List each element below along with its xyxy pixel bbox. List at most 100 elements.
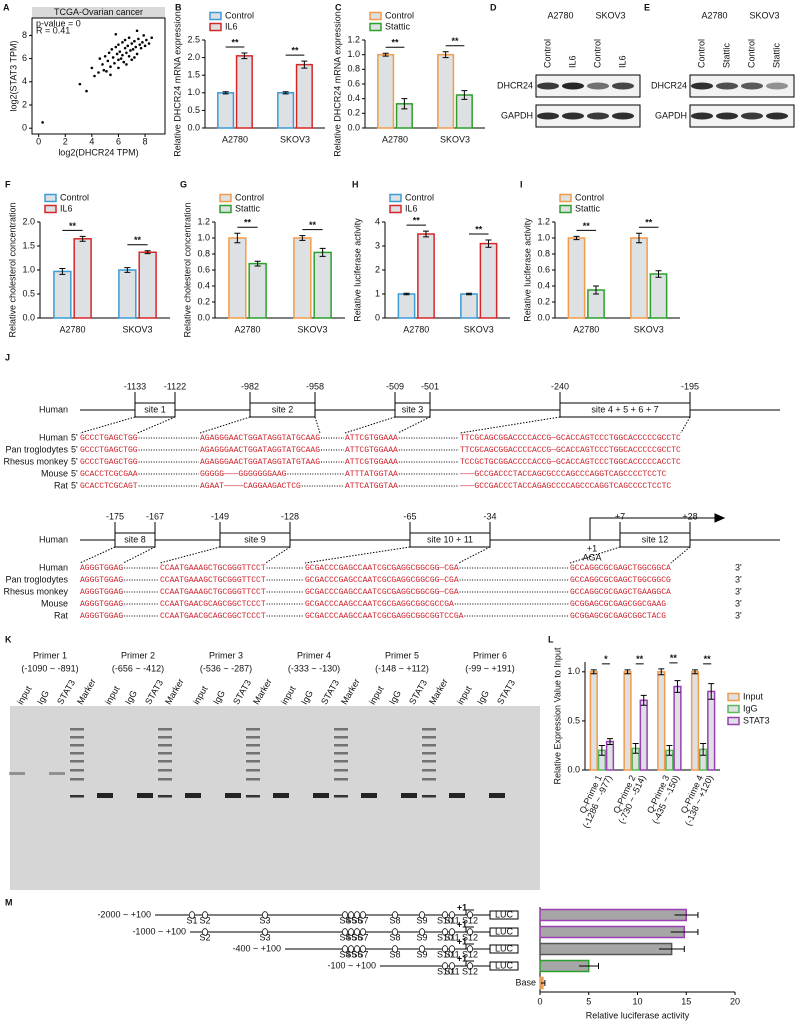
primer-name: Primer 5	[385, 650, 419, 660]
significance-label: **	[231, 37, 239, 47]
band	[313, 793, 329, 798]
error-bar	[593, 285, 599, 295]
y-tick-label: 0.0	[187, 122, 200, 132]
gene-label: Human	[39, 404, 68, 414]
site-box	[559, 402, 691, 418]
y-tick-label: 0.0	[567, 764, 580, 774]
lane-label: input	[15, 684, 34, 706]
site-label: S10	[437, 932, 453, 942]
arrow-head	[714, 513, 726, 523]
bar	[228, 237, 247, 319]
connector	[79, 546, 116, 564]
y-tick-label: 2.0	[22, 216, 35, 226]
lane-label: input	[367, 684, 386, 706]
legend-label: Control	[385, 10, 414, 20]
significance-label: **	[134, 235, 142, 245]
bar	[313, 251, 332, 319]
y-tick-label: 1.2	[197, 216, 210, 226]
x-tick-label: 8	[143, 136, 148, 146]
error-bar	[423, 230, 429, 238]
sequence: TCCGCTGCGGACCCCACCG—GCACCAGTCCCTGGCACCCC…	[460, 458, 681, 467]
site-box	[249, 402, 316, 418]
panel-label: K	[5, 634, 12, 644]
point	[121, 53, 124, 57]
legend-label: Control	[225, 10, 254, 20]
site-marker	[449, 928, 455, 936]
x-tick-label: 20	[730, 996, 740, 1006]
x-tick-label: A2780	[234, 324, 260, 334]
site-label: S6	[351, 932, 362, 942]
ladder-band	[246, 736, 260, 739]
coord-label: +28	[682, 511, 697, 521]
ladder-band	[158, 778, 172, 781]
site-label: S7	[357, 932, 368, 942]
legend-label: STAT3	[743, 715, 770, 725]
sequence: ATTCGTGGAAA	[345, 446, 398, 455]
y-tick-label: 0.2	[197, 296, 210, 306]
coord-label: -982	[241, 381, 259, 391]
category-label: -100 ~ +100	[327, 960, 376, 970]
sequence: GCCCTGAGCTGG	[80, 446, 138, 455]
band	[537, 82, 559, 90]
lane-label: IL6	[617, 55, 627, 68]
site-label: site 10 + 11	[427, 534, 473, 544]
site-label: S8	[389, 932, 400, 942]
lane-label: Marker	[251, 677, 274, 706]
bar	[437, 53, 455, 129]
site-marker	[442, 945, 448, 953]
legend-swatch	[369, 22, 382, 32]
panel-label: M	[5, 897, 13, 907]
lane-label: IgG	[211, 689, 227, 707]
tss-arrow	[589, 517, 715, 540]
primer-range: (-536 ~ -287)	[200, 663, 252, 673]
site-label: S12	[462, 915, 478, 925]
significance-label: *	[604, 654, 608, 664]
site-label: S9	[416, 932, 427, 942]
band	[587, 82, 609, 90]
point	[113, 61, 116, 65]
ladder-band	[246, 760, 260, 763]
site-label: S8	[389, 915, 400, 925]
significance-label: **	[670, 653, 678, 663]
bar	[217, 92, 235, 129]
y-tick-label: 1.0	[567, 666, 580, 676]
error-bar	[624, 669, 631, 675]
point	[138, 43, 142, 46]
lane-label: Marker	[339, 677, 362, 706]
sequence: GCGACCCAAGCCAATCGCGAGGCGGCGGTCCGA	[305, 612, 464, 621]
lane-label: input	[455, 684, 474, 706]
band	[716, 82, 738, 90]
point	[117, 66, 120, 70]
sequence: AGGGTGGAG	[80, 588, 123, 597]
panel-label: C	[335, 2, 342, 12]
point	[141, 41, 144, 44]
site-label: site 3	[402, 404, 424, 414]
significance-label: **	[69, 221, 77, 231]
sequence: ATTCGTGGAAA	[345, 458, 398, 467]
band	[612, 82, 634, 90]
band	[562, 82, 584, 90]
y-tick-label: 1.0	[197, 232, 210, 242]
error-bar	[658, 668, 665, 676]
x-tick-label: 4	[89, 136, 94, 146]
site-label: S12	[462, 949, 478, 959]
coord-label: -149	[211, 511, 229, 521]
y-tick-label: 0.0	[22, 312, 35, 322]
error-bar	[590, 669, 597, 675]
primer-range: (-99 ~ +191)	[465, 663, 515, 673]
site-box	[619, 532, 691, 548]
band	[612, 112, 634, 120]
sequence: AGGGTGGAG	[80, 600, 123, 609]
point	[135, 29, 139, 33]
bar	[377, 53, 395, 129]
protein-label: GAPDH	[655, 110, 687, 120]
x-tick-label: 0	[36, 136, 41, 146]
annotation: p-value = 0	[36, 18, 81, 28]
site-label: S11	[444, 932, 459, 942]
reporter-label: LUC	[495, 926, 514, 936]
ladder-band	[422, 795, 436, 798]
connector	[459, 416, 561, 434]
species-label: Rhesus monkey	[3, 586, 68, 596]
ladder-band	[334, 769, 348, 772]
lane-label: Control	[592, 39, 602, 68]
